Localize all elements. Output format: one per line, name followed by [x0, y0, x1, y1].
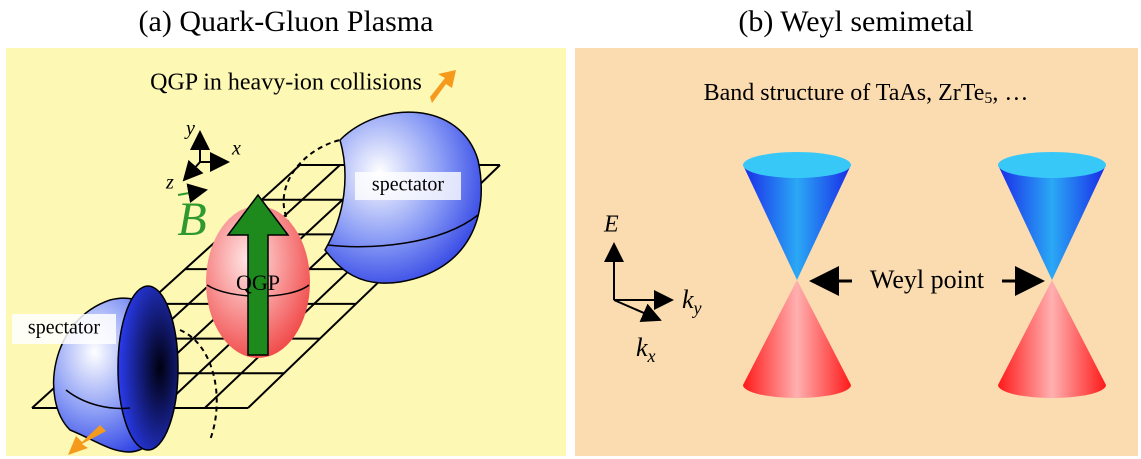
energy-label: E	[603, 212, 619, 238]
k-subscript: x	[647, 346, 656, 366]
axis-y: y	[184, 118, 195, 140]
k-subscript: y	[692, 298, 702, 318]
subtitle-text: Band structure of TaAs, ZrTe	[704, 80, 985, 106]
page: {"panel_a": {"title": "(a) Quark-Gluon P…	[0, 0, 1141, 459]
spectator-cut	[118, 286, 178, 450]
cone-upper-cap	[743, 152, 851, 178]
subtitle-sub: 5	[984, 90, 992, 107]
k-symbol: k	[682, 285, 694, 314]
field-label: B	[177, 193, 206, 246]
subtitle-text: , …	[992, 80, 1028, 106]
panel-b-subtitle: Band structure of TaAs, ZrTe5, …	[704, 80, 1029, 107]
panel-a-title: (a) Quark-Gluon Plasma	[139, 5, 434, 38]
weyl-point-label: Weyl point	[870, 265, 985, 294]
spectator-label: spectator	[372, 174, 445, 196]
axis-z: z	[165, 172, 174, 194]
k-symbol: k	[636, 333, 648, 362]
qgp-label: QGP	[236, 270, 280, 295]
figure: (a) Quark-Gluon Plasma (b) Weyl semimeta…	[0, 0, 1141, 459]
cone-upper-cap	[998, 152, 1106, 178]
spectator-label: spectator	[28, 317, 101, 339]
panel-a-subtitle: QGP in heavy-ion collisions	[150, 70, 422, 96]
axis-x: x	[231, 138, 241, 160]
panel-b-title: (b) Weyl semimetal	[738, 5, 973, 38]
